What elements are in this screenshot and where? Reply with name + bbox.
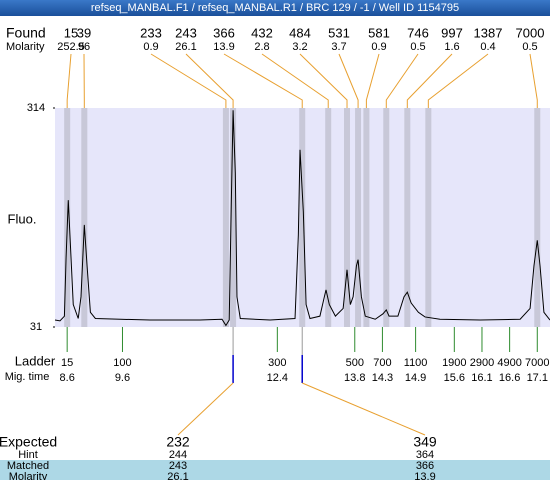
matched-row-bg bbox=[0, 460, 550, 480]
peak-connector bbox=[224, 54, 302, 108]
peak-connector bbox=[366, 54, 379, 108]
peak-connector bbox=[300, 54, 347, 108]
ladder-time: 12.4 bbox=[267, 372, 288, 384]
peak-band bbox=[299, 108, 305, 327]
peak-band bbox=[81, 108, 87, 327]
found-molarity: 3.7 bbox=[331, 41, 346, 53]
ladder-size: 1900 bbox=[442, 357, 466, 369]
ladder-time: 8.6 bbox=[60, 372, 75, 384]
y-tick-label: 31 bbox=[30, 321, 42, 333]
ladder-time: 15.6 bbox=[444, 372, 465, 384]
peak-connector bbox=[428, 54, 488, 108]
ladder-time: 9.6 bbox=[115, 372, 130, 384]
ladder-size: 2900 bbox=[470, 357, 494, 369]
ladder-size: 300 bbox=[268, 357, 286, 369]
peak-connector bbox=[262, 54, 328, 108]
ladder-time: 16.1 bbox=[471, 372, 492, 384]
expected-molarity: 26.1 bbox=[167, 471, 188, 480]
expected-row-label: Expected bbox=[0, 434, 57, 450]
peak-connector bbox=[151, 54, 226, 108]
match-connector bbox=[178, 383, 233, 435]
ladder-time: 14.9 bbox=[405, 372, 426, 384]
found-size: 1387 bbox=[474, 25, 503, 40]
found-size: 233 bbox=[140, 25, 162, 40]
found-size: 997 bbox=[441, 25, 463, 40]
ladder-time: 13.8 bbox=[344, 372, 365, 384]
expected-molarity: 13.9 bbox=[414, 471, 435, 480]
peak-connector bbox=[530, 54, 537, 108]
ladder-size: 7000 bbox=[525, 357, 549, 369]
peak-band bbox=[363, 108, 369, 327]
peak-band bbox=[325, 108, 331, 327]
ladder-time: 16.6 bbox=[499, 372, 520, 384]
peak-band bbox=[223, 108, 229, 327]
found-molarity: 0.5 bbox=[410, 41, 425, 53]
peak-band bbox=[425, 108, 431, 327]
molarity-label: Molarity bbox=[6, 41, 45, 53]
found-molarity: 26.1 bbox=[175, 41, 196, 53]
ladder-size: 15 bbox=[61, 357, 73, 369]
found-size: 432 bbox=[251, 25, 273, 40]
found-size: 7000 bbox=[516, 25, 545, 40]
peak-band bbox=[404, 108, 410, 327]
found-molarity: 3.2 bbox=[292, 41, 307, 53]
found-molarity: 0.9 bbox=[143, 41, 158, 53]
found-size: 243 bbox=[175, 25, 197, 40]
peak-connector bbox=[407, 54, 452, 108]
found-molarity: 13.9 bbox=[213, 41, 234, 53]
peak-connector bbox=[67, 54, 71, 108]
ladder-label: Ladder bbox=[15, 353, 56, 368]
found-molarity: 0.5 bbox=[522, 41, 537, 53]
found-molarity: 1.6 bbox=[444, 41, 459, 53]
found-molarity: 96 bbox=[78, 41, 90, 53]
ladder-size: 500 bbox=[346, 357, 364, 369]
expected-expected: 349 bbox=[413, 434, 437, 450]
found-molarity: 2.8 bbox=[254, 41, 269, 53]
found-label: Found bbox=[6, 25, 46, 41]
expected-row-label: Molarity bbox=[9, 471, 48, 480]
found-molarity: 0.4 bbox=[480, 41, 495, 53]
found-size: 746 bbox=[407, 25, 429, 40]
found-size: 484 bbox=[289, 25, 311, 40]
ladder-size: 4900 bbox=[497, 357, 521, 369]
title: refseq_MANBAL.F1 / refseq_MANBAL.R1 / BR… bbox=[91, 2, 459, 14]
expected-expected: 232 bbox=[166, 434, 190, 450]
ladder-size: 700 bbox=[373, 357, 391, 369]
ladder-time: 14.3 bbox=[372, 372, 393, 384]
peak-band bbox=[383, 108, 389, 327]
found-size: 366 bbox=[213, 25, 235, 40]
mig-time-label: Mig. time bbox=[5, 371, 50, 383]
peak-connector bbox=[386, 54, 418, 108]
peak-connector bbox=[339, 54, 358, 108]
y-label: Fluo. bbox=[8, 211, 37, 226]
ladder-time: 17.1 bbox=[527, 372, 548, 384]
found-size: 531 bbox=[328, 25, 350, 40]
found-molarity: 0.9 bbox=[371, 41, 386, 53]
found-size: 39 bbox=[77, 25, 91, 40]
found-size: 581 bbox=[368, 25, 390, 40]
ladder-size: 1100 bbox=[404, 357, 428, 369]
ladder-size: 100 bbox=[113, 357, 131, 369]
peak-band bbox=[355, 108, 361, 327]
peak-band bbox=[534, 108, 540, 327]
match-connector bbox=[302, 383, 425, 435]
y-tick-label: 314 bbox=[27, 102, 45, 114]
